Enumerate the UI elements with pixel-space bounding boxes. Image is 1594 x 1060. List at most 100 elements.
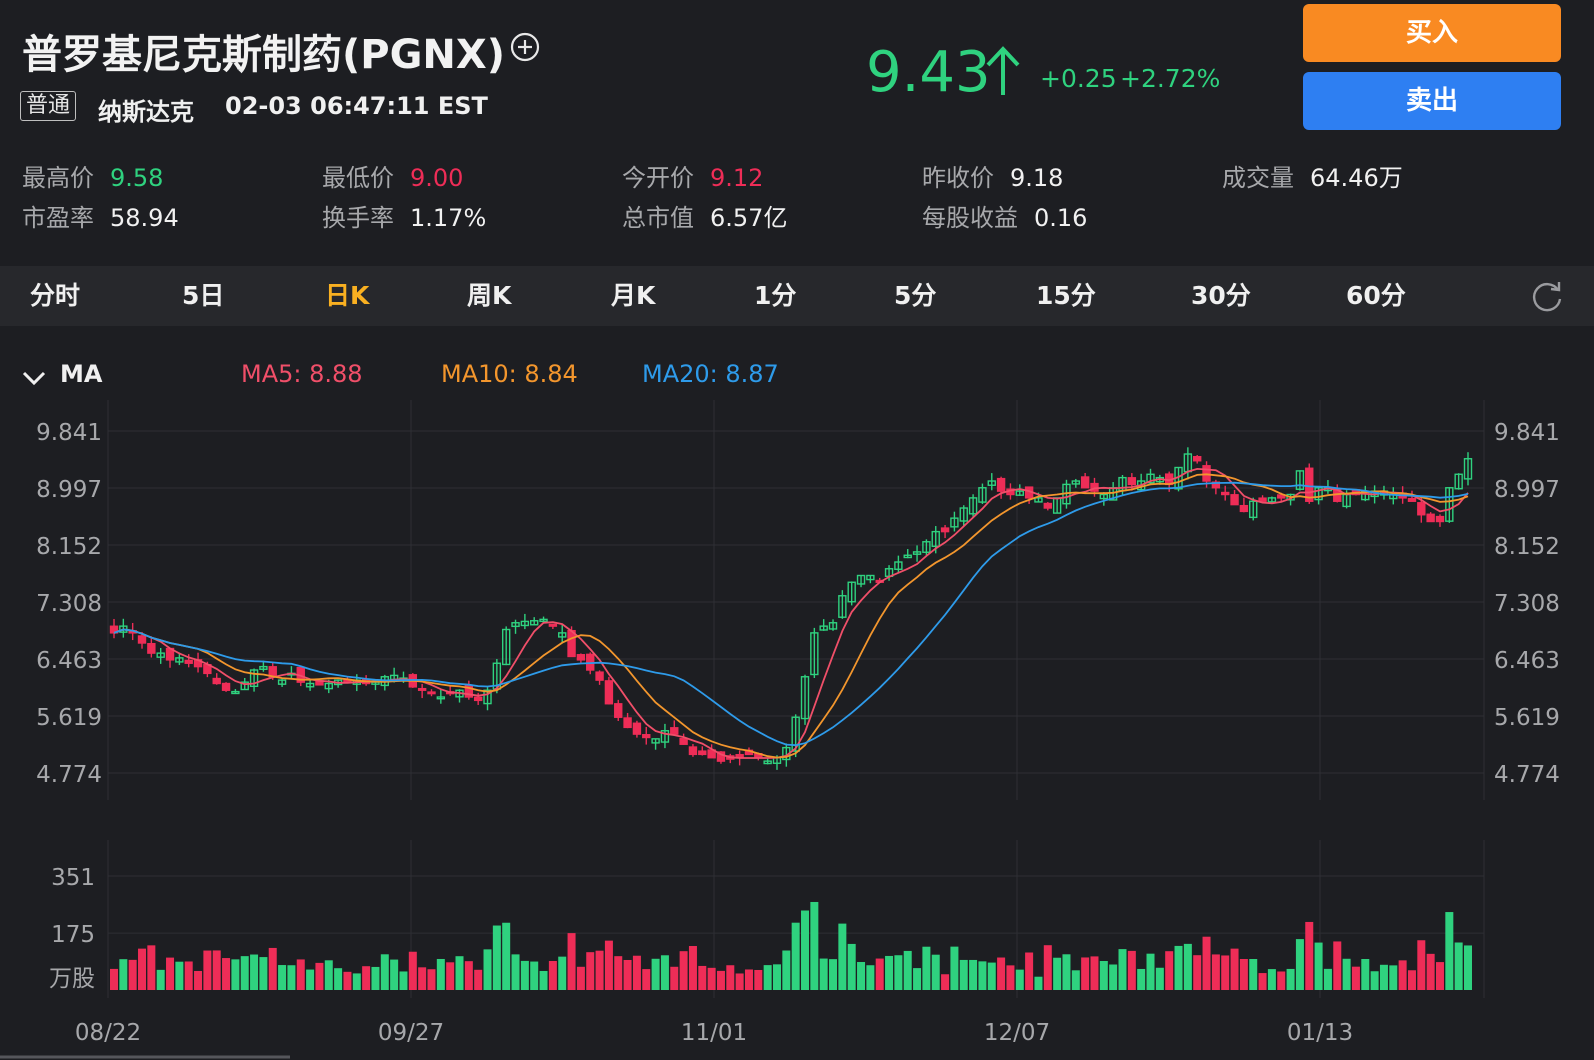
volume-bar	[1081, 957, 1090, 990]
candle-body	[436, 696, 446, 700]
stat-pe: 市盈率 58.94	[22, 198, 179, 233]
volume-bar	[791, 922, 800, 990]
candle-body	[922, 541, 931, 553]
stat-label: 总市值	[622, 204, 694, 232]
tab-5min[interactable]: 5分	[894, 281, 937, 310]
candle-body	[511, 622, 520, 628]
volume-bar	[931, 954, 940, 990]
volume-bar	[455, 956, 464, 990]
tab-monthly-k[interactable]: 月K	[611, 281, 656, 310]
volume-bar	[997, 957, 1006, 990]
chevron-down-icon[interactable]	[22, 370, 46, 386]
candle-body	[679, 737, 688, 745]
volume-bar	[885, 955, 894, 990]
volume-bar	[548, 960, 557, 990]
refresh-icon[interactable]	[1530, 280, 1564, 314]
candle-body	[1426, 513, 1435, 523]
candle-body	[1221, 491, 1230, 496]
candle-body	[259, 665, 268, 670]
candle-body	[305, 682, 315, 688]
candle-body	[1258, 497, 1267, 502]
volume-bar	[194, 970, 203, 990]
tab-intraday[interactable]: 分时	[30, 281, 81, 310]
tab-5day[interactable]: 5日	[182, 281, 225, 310]
volume-bar	[371, 966, 380, 990]
volume-bar	[250, 954, 259, 990]
volume-bar	[1323, 968, 1332, 990]
tab-30min[interactable]: 30分	[1191, 281, 1251, 310]
volume-bar	[670, 966, 679, 990]
volume-bar	[296, 959, 305, 990]
volume-bar	[520, 960, 529, 990]
volume-bar	[1183, 943, 1192, 990]
volume-bar	[1314, 942, 1323, 990]
volume-bar	[110, 968, 118, 990]
volume-bar	[1389, 965, 1398, 990]
price-tick-label-right: 4.774	[1494, 762, 1560, 788]
volume-bar	[586, 952, 595, 990]
volume-bar	[352, 973, 361, 990]
candle-body	[156, 652, 165, 658]
price-tick-label-right: 8.152	[1494, 534, 1560, 560]
volume-bar	[343, 971, 352, 990]
candle-body	[1295, 470, 1305, 490]
volume-bar	[1053, 957, 1062, 990]
candle-body	[800, 676, 810, 720]
volume-bar	[1305, 921, 1314, 990]
stat-value: 64.46万	[1310, 164, 1403, 192]
tab-daily-k[interactable]: 日K	[325, 281, 370, 310]
candle-body	[632, 722, 642, 735]
tab-15min[interactable]: 15分	[1036, 281, 1096, 310]
arrow-up-icon	[986, 46, 1020, 95]
candle-body	[642, 734, 651, 739]
stat-value: 9.00	[410, 164, 464, 192]
volume-bar	[1221, 955, 1230, 990]
candle-body	[558, 632, 567, 638]
buy-button[interactable]: 买入	[1303, 4, 1561, 62]
stat-label: 成交量	[1222, 164, 1294, 192]
volume-bar	[464, 961, 473, 990]
volume-bar	[1071, 970, 1080, 990]
tab-60min[interactable]: 60分	[1346, 281, 1406, 310]
volume-bar	[894, 955, 903, 990]
volume-bar	[763, 965, 772, 990]
stat-open: 今开价 9.12	[622, 158, 763, 193]
candle-body	[427, 691, 436, 695]
volume-tick-label: 175	[51, 922, 95, 948]
volume-bar	[539, 970, 548, 990]
price-tick-label-right: 8.997	[1494, 477, 1560, 503]
price-tick-label-left: 5.619	[36, 705, 102, 731]
price-tick-label-left: 8.152	[36, 534, 102, 560]
volume-bar	[651, 958, 660, 990]
price-tick-label-left: 6.463	[36, 648, 102, 674]
candle-body	[1463, 458, 1473, 480]
tab-1min[interactable]: 1分	[754, 281, 797, 310]
volume-bar	[1202, 936, 1211, 990]
volume-bar	[754, 969, 763, 990]
candle-body	[1249, 500, 1258, 519]
volume-bar	[259, 957, 268, 990]
volume-bar	[1230, 948, 1239, 990]
price-change: +0.25	[1040, 64, 1117, 93]
ma-toggle-label[interactable]: MA	[60, 360, 103, 388]
add-watchlist-icon[interactable]	[510, 32, 540, 62]
candle-body	[1099, 493, 1109, 500]
candle-body	[530, 620, 539, 626]
volume-bar	[772, 964, 781, 990]
tab-weekly-k[interactable]: 周K	[467, 281, 512, 310]
stat-value: 9.58	[110, 164, 164, 192]
volume-bar	[380, 954, 389, 990]
sell-button[interactable]: 卖出	[1303, 72, 1561, 130]
volume-bar	[1211, 954, 1220, 990]
candle-body	[996, 477, 1006, 492]
kline-chart[interactable]: 9.841 9.841 8.997 8.997 8.152 8.152 7.308 7.308…	[0, 400, 1594, 1060]
price-tick-label-left: 7.308	[36, 591, 102, 617]
volume-bar	[1239, 958, 1248, 990]
ma-legend: MA MA5: 8.88 MA10: 8.84 MA20: 8.87	[0, 350, 1594, 400]
stat-market-cap: 总市值 6.57亿	[622, 198, 787, 233]
candle-body	[1454, 473, 1463, 490]
last-price: 9.43	[866, 40, 991, 105]
candle-body	[1305, 467, 1314, 502]
volume-bar	[474, 969, 483, 990]
volume-bar	[1155, 967, 1164, 990]
